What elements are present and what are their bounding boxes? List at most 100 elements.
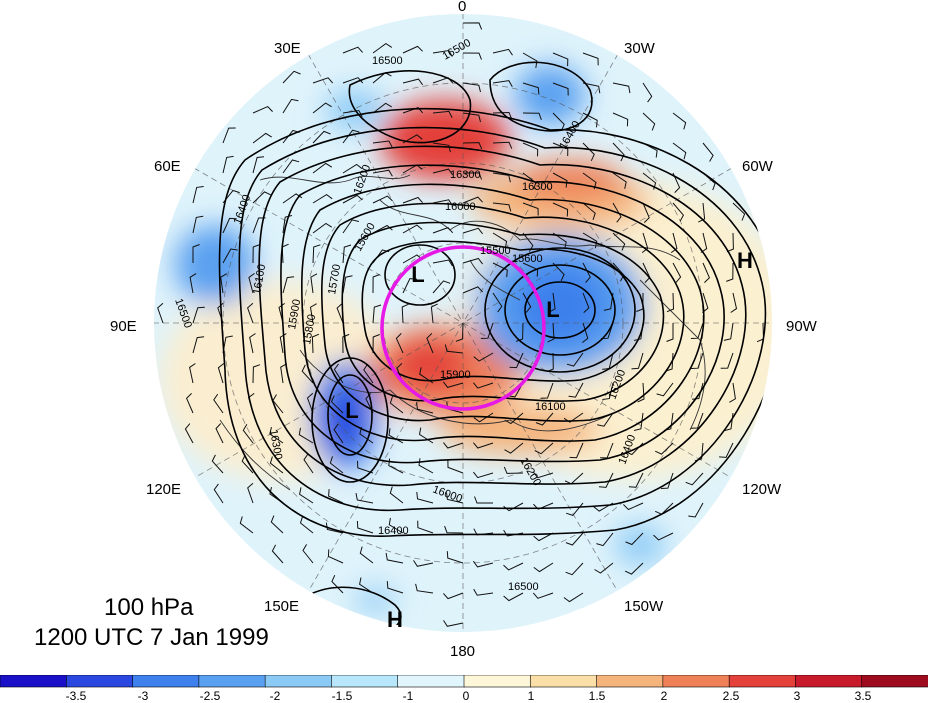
wind-barb	[515, 322, 524, 342]
longitude-label: 30W	[624, 40, 655, 57]
colorbar-tick: -3	[137, 689, 149, 703]
wind-barb	[252, 132, 272, 144]
wind-barb	[540, 382, 554, 399]
wind-barb	[569, 442, 584, 459]
colorbar-tick: 1.5	[588, 689, 606, 703]
wind-barb	[480, 322, 494, 339]
wind-barb	[504, 412, 524, 425]
wind-barb	[637, 382, 645, 403]
colorbar-tick: -1	[402, 689, 414, 703]
wind-barb	[552, 52, 569, 67]
wind-barb	[402, 278, 417, 294]
wind-barb	[372, 195, 393, 204]
wind-barb	[685, 472, 704, 486]
wind-barb	[462, 227, 483, 235]
wind-barb	[372, 224, 393, 234]
wind-barb	[462, 112, 481, 123]
wind-barb	[726, 232, 734, 253]
wind-barb	[688, 502, 704, 518]
wind-barb	[443, 381, 464, 388]
wind-barb	[522, 52, 538, 68]
wind-barb	[329, 456, 344, 474]
wind-barb	[462, 82, 481, 93]
wind-barb	[328, 489, 344, 504]
colorbar-tick: 2.5	[722, 689, 740, 703]
wind-barb	[582, 82, 601, 94]
colorbar-tick: 3	[793, 689, 801, 703]
wind-barb	[192, 306, 205, 324]
wind-barb	[416, 491, 434, 504]
wind-barb	[372, 169, 393, 177]
wind-barb	[280, 363, 288, 384]
wind-barb	[357, 460, 374, 474]
wind-barb	[552, 202, 569, 217]
wind-barb	[241, 454, 254, 474]
wind-barb	[359, 577, 374, 594]
wind-barb	[282, 193, 303, 204]
wind-barb	[625, 532, 644, 546]
wind-barb	[535, 412, 554, 426]
longitude-label: 120W	[742, 481, 782, 498]
wind-barb	[612, 82, 631, 94]
wind-barb	[492, 232, 508, 249]
contour-label: 15600	[512, 253, 543, 265]
colorbar-swatch	[728, 675, 797, 688]
wind-barb	[603, 292, 614, 311]
wind-barb	[719, 442, 734, 458]
wind-barb	[402, 196, 423, 204]
height-contours	[218, 61, 773, 633]
wind-barb	[598, 472, 614, 488]
wind-barb	[666, 292, 675, 313]
low-center-marker: L	[411, 262, 424, 287]
wind-barb	[552, 142, 569, 157]
contour-label: 15900	[440, 369, 471, 381]
wind-barb	[473, 588, 494, 596]
wind-barb	[666, 323, 674, 342]
wind-barb	[522, 112, 542, 120]
colorbar-swatch	[397, 675, 465, 688]
wind-barb	[402, 45, 423, 54]
wind-barb	[492, 172, 511, 183]
wind-barb	[492, 80, 513, 87]
longitude-label: 150E	[264, 598, 300, 615]
wind-barb	[473, 382, 494, 389]
wind-barb	[566, 352, 584, 367]
contour-label: 16300	[522, 181, 553, 193]
map-level-label: 100 hPa	[104, 594, 194, 621]
wind-barb	[312, 77, 334, 84]
wind-barb	[282, 159, 300, 174]
wind-barb	[270, 515, 284, 534]
wind-barb	[444, 525, 464, 534]
wind-barb	[653, 532, 674, 541]
colorbar-tick: 0	[462, 689, 470, 703]
wind-barb	[462, 52, 482, 60]
wind-barb	[312, 102, 332, 114]
wind-barb	[504, 442, 524, 454]
wind-barb	[372, 42, 393, 54]
wind-barb	[372, 274, 380, 294]
wind-barb	[192, 336, 205, 354]
wind-barb	[432, 259, 453, 267]
wind-barb	[282, 276, 295, 294]
wind-barb	[654, 442, 674, 455]
wind-barb	[342, 333, 350, 354]
wind-barb	[672, 202, 685, 222]
wind-barb	[730, 292, 738, 313]
contour-label: 16400	[378, 525, 409, 537]
contour-label: 16100	[535, 401, 566, 413]
low-center-marker: L	[546, 297, 559, 322]
colorbar-swatch	[331, 675, 399, 688]
longitude-label: 90E	[110, 318, 137, 335]
colorbar-swatch	[529, 675, 598, 688]
wind-barb	[298, 427, 314, 444]
wind-barb	[672, 112, 687, 130]
colorbar-swatch	[0, 675, 68, 688]
wind-barb	[386, 581, 404, 594]
colorbar	[0, 675, 928, 688]
contour-label: 15800	[301, 313, 318, 345]
wind-barb	[547, 322, 555, 343]
wind-barb	[642, 202, 650, 223]
wind-barb	[602, 382, 614, 400]
wind-barb	[356, 520, 374, 534]
